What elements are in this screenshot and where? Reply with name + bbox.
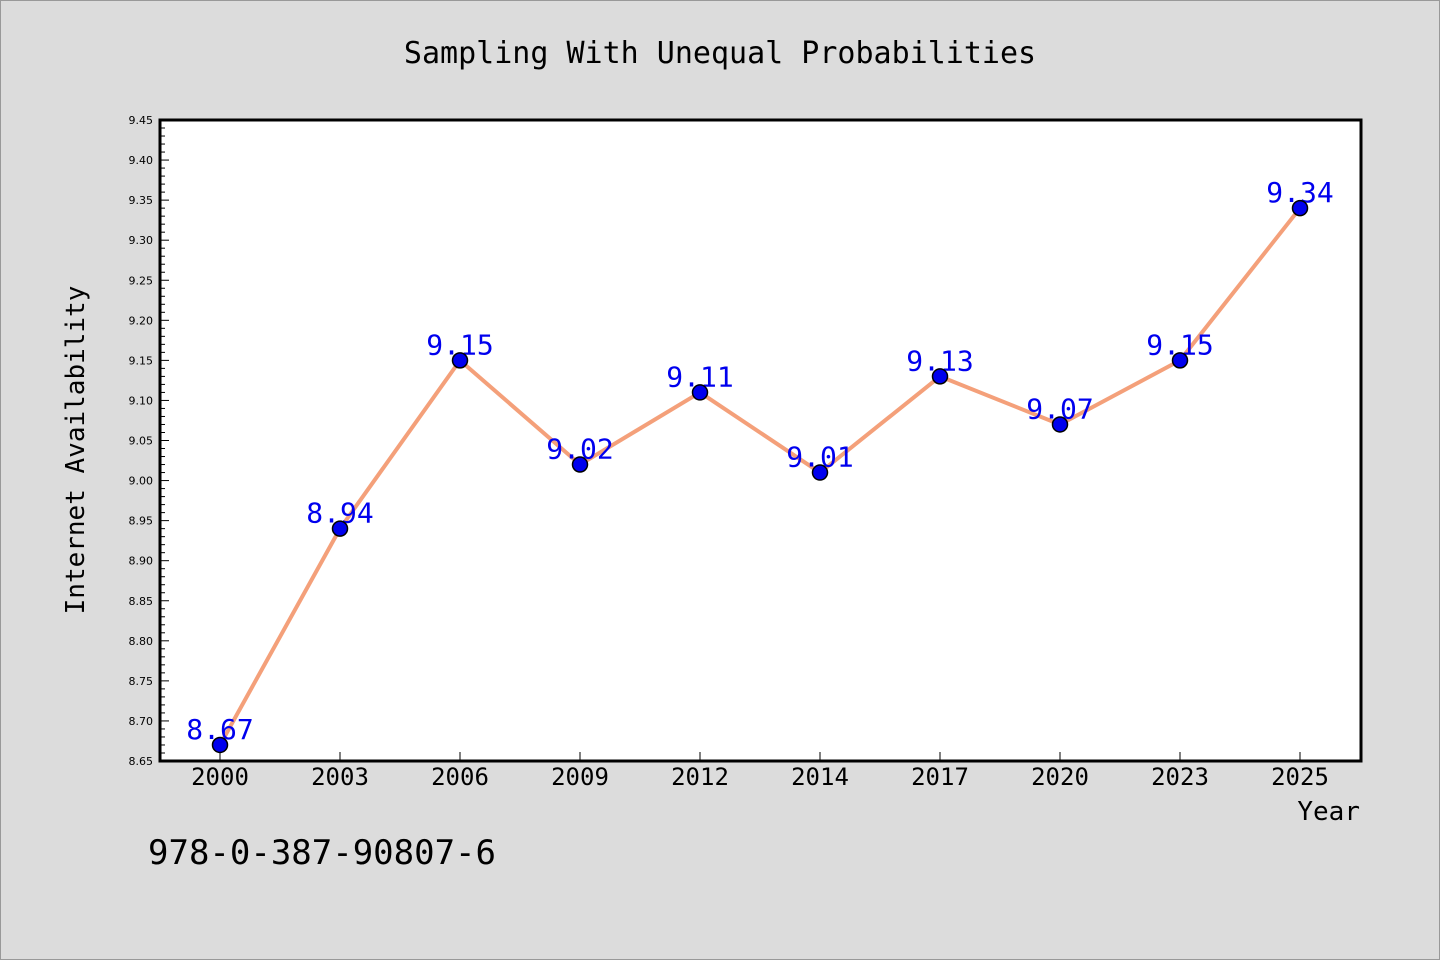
x-tick-label: 2020 [1031,763,1089,791]
data-point [931,368,949,385]
plot-frame [158,118,1363,763]
y-tick-label: 9.35 [129,194,154,207]
y-axis: 8.65 8.70 8.75 8.80 8.85 8.90 8.95 9.00 9.05 9.10… [129,114,169,768]
series-line [218,206,1302,746]
y-tick-label: 8.70 [129,715,154,728]
x-tick-label: 2017 [911,763,969,791]
chart-title: Sampling With Unequal Probabilities [404,36,1036,71]
y-tick-label: 9.10 [129,394,154,407]
y-tick-label: 8.75 [129,675,154,688]
x-tick-label: 2006 [431,763,489,791]
y-tick-label: 9.30 [129,234,154,247]
series-layer: 8.678.949.159.029.119.019.139.079.159.34 [186,176,1334,754]
x-axis-label: Year [1297,797,1360,827]
x-tick-label: 2009 [551,763,609,791]
y-tick-label: 9.20 [129,314,154,327]
data-point [571,456,589,473]
y-tick-label: 9.40 [129,154,154,167]
x-tick-label: 2003 [311,763,369,791]
data-point [1171,352,1189,369]
y-tick-label: 8.85 [129,595,154,608]
data-point [451,352,469,369]
data-point [331,520,349,537]
annotation-isbn: 978-0-387-90807-6 [148,833,496,873]
data-point [211,736,229,754]
y-tick-label: 9.45 [129,114,154,127]
y-tick-label: 9.00 [129,475,154,488]
x-tick-label: 2014 [791,763,849,791]
y-axis-label: Internet Availability [61,286,91,615]
x-tick-label: 2025 [1271,763,1329,791]
y-tick-label: 8.90 [129,555,154,568]
data-point [811,464,829,481]
y-tick-label: 9.05 [129,435,154,448]
y-tick-label: 8.95 [129,515,154,528]
y-tick-label: 9.25 [129,274,154,287]
y-tick-label: 8.80 [129,635,154,648]
x-tick-label: 2012 [671,763,729,791]
x-tick-label: 2000 [191,763,249,791]
x-tick-label: 2023 [1151,763,1209,791]
data-point [1291,199,1309,217]
plot-area [160,120,1361,761]
data-point [1051,416,1069,433]
data-point [691,384,709,401]
y-tick-label: 8.65 [129,755,154,768]
y-tick-label: 9.15 [129,354,154,367]
